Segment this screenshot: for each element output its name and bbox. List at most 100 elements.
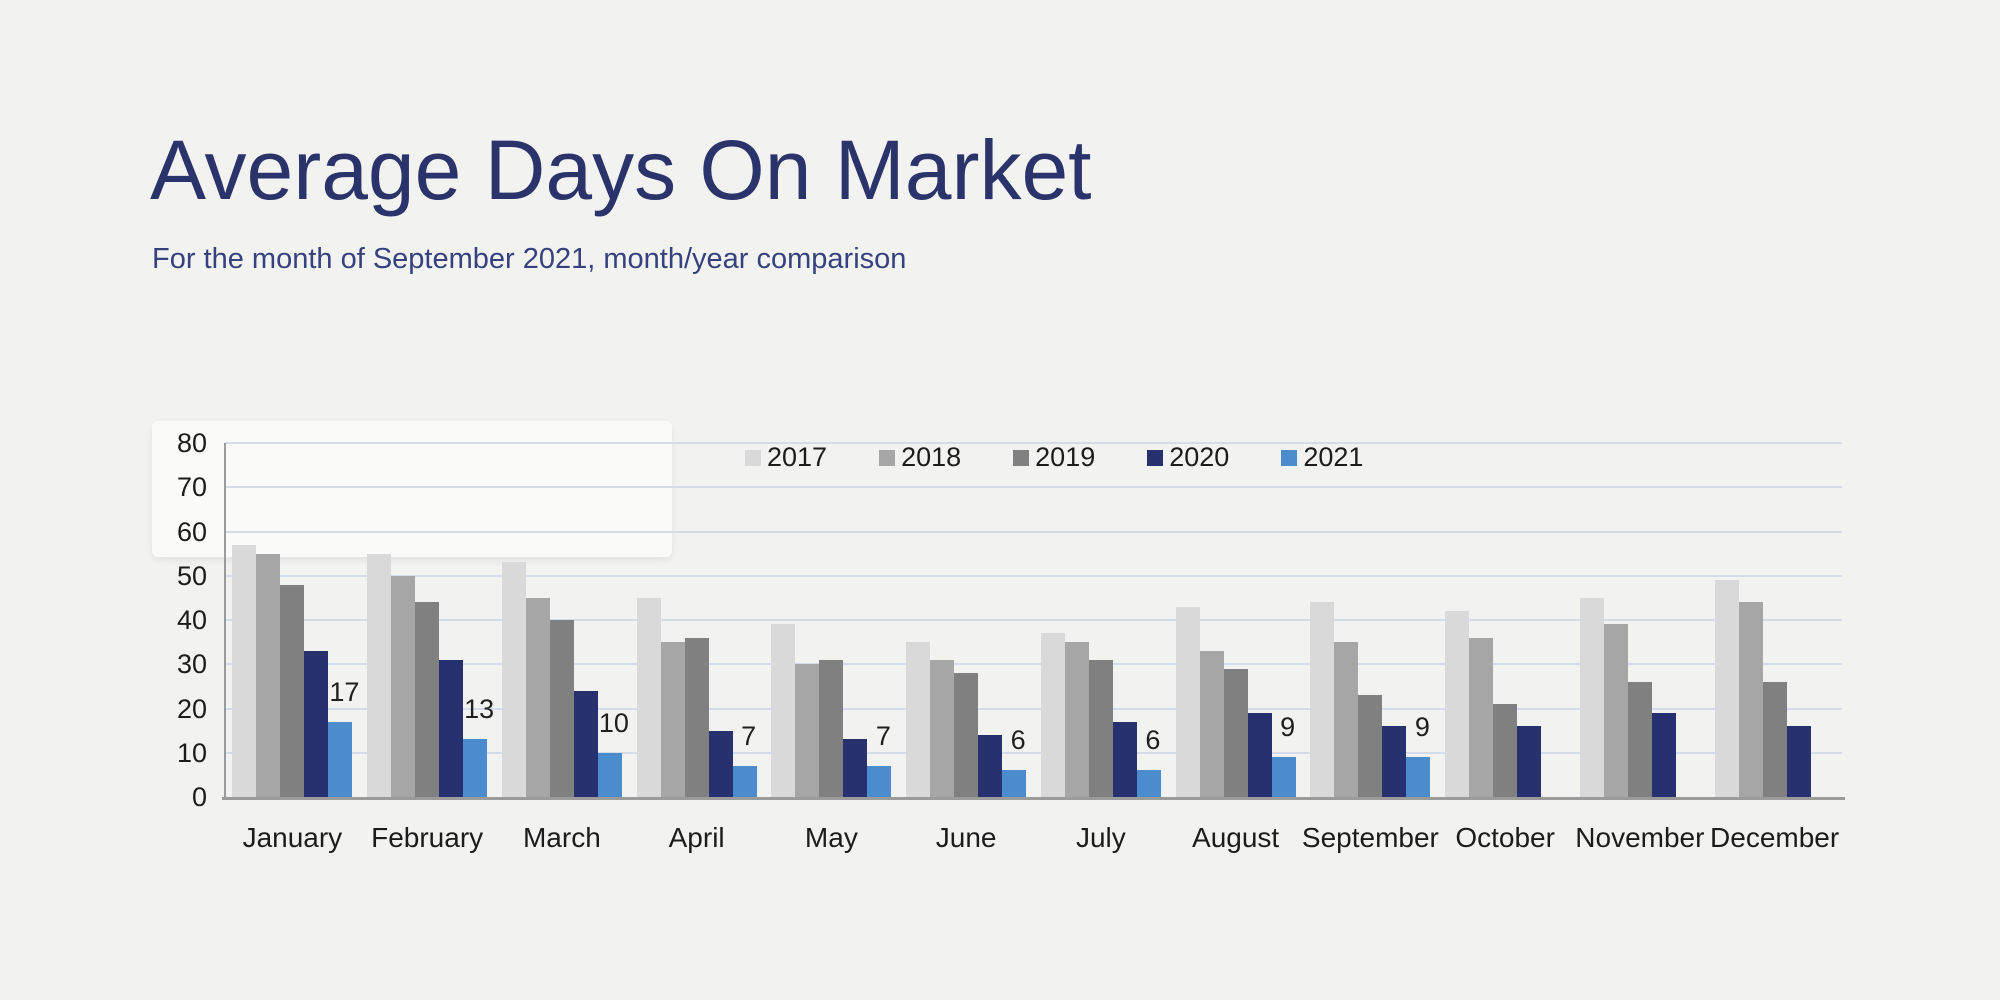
page-title: Average Days On Market <box>150 123 1092 217</box>
legend-swatch-2019 <box>1013 449 1030 466</box>
bar-2021-march <box>597 752 622 797</box>
gridline-50 <box>225 574 1842 577</box>
bar-2019-december <box>1762 681 1787 797</box>
gridline-60 <box>225 530 1842 533</box>
y-tick-20: 20 <box>176 693 207 724</box>
bar-2020-june <box>978 735 1003 797</box>
bar-2020-february <box>439 659 464 797</box>
bar-2018-november <box>1603 624 1628 797</box>
y-axis-line <box>224 443 226 797</box>
x-label-january: January <box>242 822 343 853</box>
bar-2017-january <box>232 544 257 797</box>
legend-label-2017: 2017 <box>767 442 828 472</box>
legend-label-2019: 2019 <box>1035 442 1096 472</box>
legend-label-2020: 2020 <box>1169 442 1230 472</box>
bar-2019-november <box>1627 681 1652 797</box>
chart-legend: 2017 2018 2019 2020 2021 <box>745 444 1363 471</box>
x-label-september: September <box>1301 822 1439 853</box>
bar-2018-april <box>660 642 685 797</box>
legend-swatch-2020 <box>1147 449 1164 466</box>
y-tick-70: 70 <box>176 472 207 503</box>
bar-2017-october <box>1445 611 1470 797</box>
bar-2019-february <box>415 602 440 797</box>
bar-label-july: 6 <box>1145 725 1161 756</box>
bar-2017-march <box>501 562 526 797</box>
bar-2019-october <box>1493 704 1518 797</box>
bar-2020-august <box>1247 712 1272 797</box>
y-tick-40: 40 <box>176 605 207 635</box>
x-label-august: August <box>1192 822 1280 853</box>
bar-2019-january <box>280 584 305 797</box>
bar-2020-july <box>1112 721 1137 797</box>
legend-item-2019: 2019 <box>1013 444 1095 471</box>
x-label-march: March <box>522 822 601 853</box>
bar-2019-march <box>549 620 574 797</box>
bar-2018-may <box>795 664 820 797</box>
bar-label-january: 17 <box>329 676 360 707</box>
bar-label-march: 10 <box>598 707 629 738</box>
bar-2020-march <box>573 690 598 797</box>
legend-item-2021: 2021 <box>1281 444 1363 471</box>
x-label-june: June <box>935 822 997 853</box>
bar-2019-may <box>819 659 844 797</box>
bar-2017-may <box>771 624 796 797</box>
bar-2020-september <box>1382 726 1407 797</box>
bar-2018-december <box>1738 602 1763 797</box>
gridline-20 <box>225 707 1842 710</box>
y-tick-50: 50 <box>176 560 207 591</box>
bar-2018-october <box>1469 637 1494 797</box>
bar-2021-july <box>1136 770 1161 797</box>
x-label-april: April <box>668 822 725 853</box>
legend-swatch-2021 <box>1281 449 1298 466</box>
x-label-july: July <box>1075 822 1126 853</box>
bar-2019-july <box>1088 659 1113 797</box>
bar-2019-april <box>684 637 709 797</box>
bar-2019-august <box>1223 668 1248 797</box>
legend-swatch-2018 <box>879 449 896 466</box>
bar-2021-february <box>463 739 488 797</box>
bar-2021-april <box>732 766 757 797</box>
y-tick-0: 0 <box>191 782 207 812</box>
legend-label-2018: 2018 <box>901 442 962 472</box>
bar-2019-september <box>1358 695 1383 797</box>
bar-2021-june <box>1002 770 1027 797</box>
bar-2017-june <box>906 642 931 797</box>
gridline-80 <box>225 442 1842 444</box>
bar-2017-august <box>1175 606 1200 797</box>
y-tick-60: 60 <box>176 516 207 547</box>
bar-2017-april <box>636 597 661 797</box>
bar-2018-february <box>391 575 416 797</box>
bar-2020-may <box>843 739 868 797</box>
bar-2018-march <box>525 597 550 797</box>
bar-2017-september <box>1310 602 1335 797</box>
bar-2017-december <box>1714 580 1739 797</box>
bar-2018-january <box>256 553 281 797</box>
gridline-70 <box>225 486 1842 489</box>
legend-item-2020: 2020 <box>1147 444 1229 471</box>
x-label-october: October <box>1455 822 1555 853</box>
bar-2020-november <box>1651 712 1676 797</box>
y-tick-80: 80 <box>176 428 207 458</box>
legend-swatch-2017 <box>745 449 761 466</box>
bar-2018-august <box>1199 650 1224 797</box>
bar-label-august: 9 <box>1280 712 1296 743</box>
bar-label-may: 7 <box>875 721 891 752</box>
x-label-february: February <box>371 822 484 853</box>
bar-2021-january <box>328 721 353 797</box>
bar-2021-may <box>867 766 892 797</box>
bar-2017-november <box>1579 597 1604 797</box>
bar-2021-august <box>1271 757 1296 797</box>
bar-label-february: 13 <box>464 694 495 725</box>
legend-item-2017: 2017 <box>745 444 827 471</box>
bar-2017-february <box>367 553 392 797</box>
x-label-may: May <box>804 822 858 853</box>
bar-2019-june <box>954 673 979 797</box>
bar-2020-january <box>304 650 329 797</box>
y-tick-10: 10 <box>176 737 207 768</box>
bar-2018-july <box>1064 642 1089 797</box>
bar-label-june: 6 <box>1010 725 1026 756</box>
bar-label-april: 7 <box>741 721 757 752</box>
bar-2018-september <box>1334 642 1359 797</box>
page-subtitle: For the month of September 2021, month/y… <box>152 243 907 275</box>
